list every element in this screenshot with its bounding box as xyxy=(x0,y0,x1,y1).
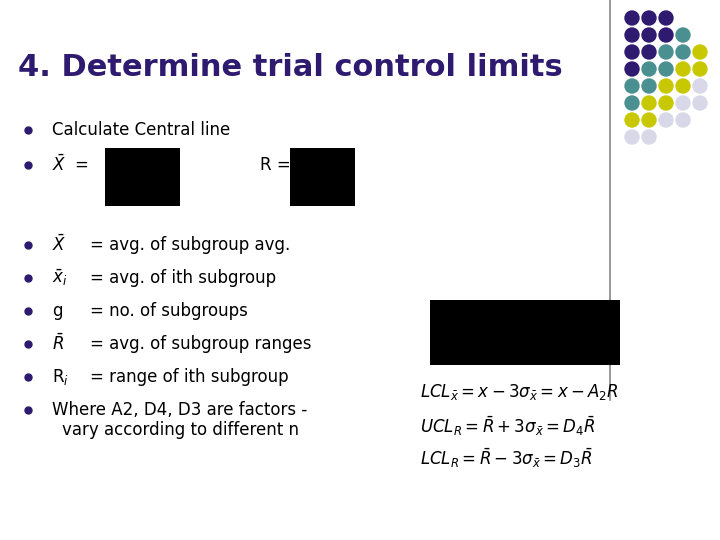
Text: = range of ith subgroup: = range of ith subgroup xyxy=(90,368,289,386)
Circle shape xyxy=(642,45,656,59)
Text: $\bar{x}_i$: $\bar{x}_i$ xyxy=(52,268,68,288)
Text: $LCL_R = \bar{R} - 3\sigma_{\bar{x}} = D_3\bar{R}$: $LCL_R = \bar{R} - 3\sigma_{\bar{x}} = D… xyxy=(420,447,593,470)
Bar xyxy=(105,148,180,206)
Circle shape xyxy=(676,62,690,76)
Text: g: g xyxy=(52,302,63,320)
Circle shape xyxy=(693,62,707,76)
Text: = avg. of subgroup ranges: = avg. of subgroup ranges xyxy=(90,335,312,353)
Text: vary according to different n: vary according to different n xyxy=(62,421,299,439)
Circle shape xyxy=(642,96,656,110)
Circle shape xyxy=(642,62,656,76)
Circle shape xyxy=(676,113,690,127)
Text: $\bar{X}$: $\bar{X}$ xyxy=(52,235,66,255)
Circle shape xyxy=(659,79,673,93)
Text: Calculate Central line: Calculate Central line xyxy=(52,121,230,139)
Circle shape xyxy=(625,130,639,144)
Text: $\bar{X}$  =: $\bar{X}$ = xyxy=(52,155,89,175)
Text: 4. Determine trial control limits: 4. Determine trial control limits xyxy=(18,53,563,83)
Circle shape xyxy=(693,79,707,93)
Text: R$_i$: R$_i$ xyxy=(52,367,69,387)
Text: $UCL_R = \bar{R} + 3\sigma_{\bar{x}} = D_4\bar{R}$: $UCL_R = \bar{R} + 3\sigma_{\bar{x}} = D… xyxy=(420,415,595,438)
Text: R =: R = xyxy=(260,156,291,174)
Circle shape xyxy=(659,96,673,110)
Circle shape xyxy=(693,45,707,59)
Text: $LCL_{\bar{x}} = x - 3\sigma_{\bar{x}} = x - A_2R$: $LCL_{\bar{x}} = x - 3\sigma_{\bar{x}} =… xyxy=(420,382,618,402)
Circle shape xyxy=(642,28,656,42)
Circle shape xyxy=(659,113,673,127)
Bar xyxy=(430,300,620,365)
Bar xyxy=(290,148,355,206)
Circle shape xyxy=(659,62,673,76)
Text: = avg. of subgroup avg.: = avg. of subgroup avg. xyxy=(90,236,290,254)
Circle shape xyxy=(625,62,639,76)
Circle shape xyxy=(659,11,673,25)
Circle shape xyxy=(659,28,673,42)
Circle shape xyxy=(625,113,639,127)
Text: $\bar{R}$: $\bar{R}$ xyxy=(52,334,64,354)
Text: = avg. of ith subgroup: = avg. of ith subgroup xyxy=(90,269,276,287)
Circle shape xyxy=(642,130,656,144)
Circle shape xyxy=(625,11,639,25)
Circle shape xyxy=(625,79,639,93)
Circle shape xyxy=(693,96,707,110)
Circle shape xyxy=(625,45,639,59)
Circle shape xyxy=(676,45,690,59)
Circle shape xyxy=(625,28,639,42)
Text: = no. of subgroups: = no. of subgroups xyxy=(90,302,248,320)
Circle shape xyxy=(642,113,656,127)
Circle shape xyxy=(676,79,690,93)
Circle shape xyxy=(625,96,639,110)
Circle shape xyxy=(659,45,673,59)
Text: Where A2, D4, D3 are factors -: Where A2, D4, D3 are factors - xyxy=(52,401,307,419)
Circle shape xyxy=(642,11,656,25)
Circle shape xyxy=(676,96,690,110)
Circle shape xyxy=(676,28,690,42)
Circle shape xyxy=(642,79,656,93)
